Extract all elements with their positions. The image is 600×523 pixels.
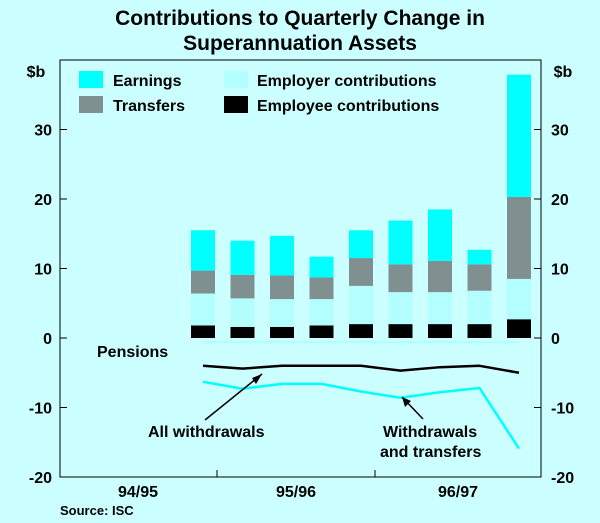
- legend-swatch-transfers: [79, 96, 103, 113]
- y-tick-label-left: 30: [34, 123, 52, 140]
- x-axis-groups: 94/95 95/96 96/97: [118, 470, 478, 501]
- bar-employee-contributions: [467, 324, 492, 338]
- bar-earnings: [309, 256, 334, 278]
- bar-employee-contributions: [349, 324, 373, 338]
- bar-transfers: [191, 270, 215, 294]
- y-tick-label-left: -10: [29, 401, 52, 418]
- pointer-withdrawals-transfers-head: [402, 397, 411, 407]
- x-group-label: 95/96: [276, 484, 316, 501]
- bar-transfers: [270, 275, 294, 300]
- chart-title-line-1: Contributions to Quarterly Change in: [115, 7, 485, 30]
- bar-transfers: [507, 196, 531, 279]
- outflow-lines: [202, 340, 521, 450]
- y-tick-label-left: 0: [43, 331, 52, 348]
- bar-earnings: [191, 230, 215, 271]
- bar-transfers: [230, 274, 255, 299]
- legend: Earnings Employer contributions Transfer…: [79, 71, 439, 115]
- y-unit-left: $b: [27, 64, 46, 81]
- bar-employer-contributions: [428, 292, 452, 325]
- bar-transfers: [309, 277, 334, 300]
- legend-label-employee: Employee contributions: [257, 98, 439, 115]
- y-unit-right: $b: [554, 64, 573, 81]
- x-group-label: 94/95: [118, 484, 158, 501]
- annotation-pensions: Pensions: [97, 344, 168, 361]
- y-tick-label-right: -20: [551, 470, 574, 487]
- y-tick-label-left: -20: [29, 470, 52, 487]
- bar-earnings: [230, 240, 255, 275]
- bar-employer-contributions: [309, 299, 334, 326]
- bar-earnings: [428, 209, 452, 261]
- bar-employee-contributions: [230, 326, 255, 338]
- y-tick-label-right: 30: [551, 123, 569, 140]
- bar-employer-contributions: [388, 292, 413, 325]
- y-tick-label-right: 20: [551, 192, 569, 209]
- bar-earnings: [388, 220, 413, 265]
- bar-employee-contributions: [191, 325, 215, 338]
- y-tick-label-left: 10: [34, 262, 52, 279]
- bar-earnings: [467, 249, 492, 265]
- legend-swatch-employer: [224, 71, 248, 88]
- line-withdrawals-transfers: [202, 380, 521, 450]
- bar-employer-contributions: [230, 298, 255, 327]
- y-tick-label-right: -10: [551, 401, 574, 418]
- bar-transfers: [349, 258, 373, 286]
- plot-area: [59, 59, 542, 478]
- bar-earnings: [507, 74, 531, 197]
- bar-employer-contributions: [270, 299, 294, 327]
- bar-earnings: [270, 235, 294, 276]
- annotation-withdrawals-transfers-1: Withdrawals: [383, 424, 477, 441]
- bar-employee-contributions: [388, 324, 413, 338]
- legend-label-earnings: Earnings: [113, 73, 182, 90]
- annotation-withdrawals-transfers-2: and transfers: [380, 444, 481, 461]
- legend-swatch-earnings: [79, 71, 103, 88]
- bar-transfers: [467, 264, 492, 291]
- bar-transfers: [388, 264, 413, 293]
- bar-employer-contributions: [349, 285, 373, 325]
- stacked-bars: [191, 74, 531, 338]
- chart-title-line-2: Superannuation Assets: [183, 32, 417, 55]
- bar-employee-contributions: [270, 326, 294, 338]
- bar-employer-contributions: [467, 290, 492, 325]
- bar-employer-contributions: [191, 293, 215, 326]
- y-tick-label-right: 0: [551, 331, 560, 348]
- x-group-label: 96/97: [438, 484, 478, 501]
- bar-earnings: [349, 230, 373, 259]
- bar-transfers: [428, 260, 452, 293]
- line-all-withdrawals: [202, 364, 520, 374]
- y-tick-label-left: 20: [34, 192, 52, 209]
- legend-label-transfers: Transfers: [113, 98, 185, 115]
- annotation-all-withdrawals: All withdrawals: [148, 424, 265, 441]
- bar-employee-contributions: [507, 319, 531, 338]
- bar-employer-contributions: [507, 278, 531, 320]
- legend-swatch-employee: [224, 96, 248, 113]
- y-tick-label-right: 10: [551, 262, 569, 279]
- source-note: Source: ISC: [60, 503, 134, 518]
- y-axis-ticks: -20 -20 -10 -10 0 0 10 10 20 20 30 30: [29, 123, 574, 488]
- pointer-all-withdrawals: [204, 373, 263, 421]
- bar-employee-contributions: [428, 324, 452, 338]
- pointer-all-withdrawals-head: [252, 374, 262, 384]
- bar-employee-contributions: [309, 325, 334, 338]
- legend-label-employer: Employer contributions: [257, 73, 437, 90]
